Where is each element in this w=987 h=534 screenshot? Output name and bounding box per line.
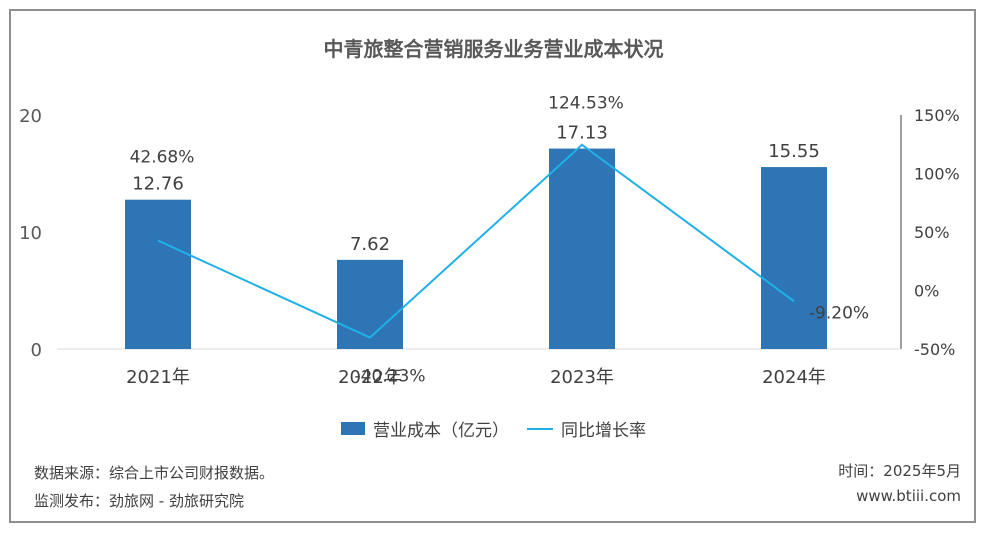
footer-source: 数据来源：综合上市公司财报数据。 bbox=[34, 464, 275, 482]
y-left-tick-label: 10 bbox=[19, 223, 42, 244]
chart-title: 中青旅整合营销服务业务营业成本状况 bbox=[323, 37, 664, 61]
x-tick-label: 2024年 bbox=[762, 367, 826, 388]
bar bbox=[761, 167, 827, 349]
legend-label-growth: 同比增长率 bbox=[561, 421, 646, 441]
growth-value-label: 124.53% bbox=[548, 94, 624, 114]
bar-value-label: 15.55 bbox=[768, 141, 820, 162]
y-right-tick-label: 0% bbox=[914, 282, 939, 301]
legend-label-cost: 营业成本（亿元） bbox=[373, 421, 509, 441]
bar bbox=[125, 199, 191, 349]
legend: 营业成本（亿元） 同比增长率 bbox=[0, 416, 987, 441]
footer-time: 时间：2025年5月 bbox=[838, 462, 961, 480]
footer-publisher: 监测发布：劲旅网 - 劲旅研究院 bbox=[34, 492, 244, 510]
x-tick-label: 2022年 bbox=[338, 367, 402, 388]
footer-site: www.btiii.com bbox=[856, 487, 961, 505]
bar bbox=[337, 259, 403, 349]
bar-value-label: 17.13 bbox=[556, 123, 608, 144]
growth-value-label: 42.68% bbox=[130, 148, 195, 168]
growth-value-label: -9.20% bbox=[809, 303, 869, 323]
x-tick-label: 2023年 bbox=[550, 367, 614, 388]
x-tick-label: 2021年 bbox=[126, 367, 190, 388]
growth-value-label: -40.23% bbox=[355, 367, 426, 387]
legend-item-cost: 营业成本（亿元） bbox=[341, 416, 509, 441]
bar-value-label: 7.62 bbox=[350, 234, 390, 255]
y-left-tick-label: 0 bbox=[31, 340, 42, 361]
y-right-tick-label: -50% bbox=[914, 340, 955, 359]
bar-value-label: 12.76 bbox=[132, 174, 184, 195]
bar bbox=[549, 148, 615, 349]
y-left-tick-label: 20 bbox=[19, 106, 42, 127]
legend-item-growth: 同比增长率 bbox=[527, 416, 646, 441]
legend-line-swatch bbox=[527, 427, 553, 430]
y-right-tick-label: 150% bbox=[914, 106, 960, 125]
y-right-tick-label: 50% bbox=[914, 223, 950, 242]
y-right-tick-label: 100% bbox=[914, 165, 960, 184]
legend-bar-swatch bbox=[341, 422, 365, 435]
growth-line bbox=[157, 143, 795, 339]
